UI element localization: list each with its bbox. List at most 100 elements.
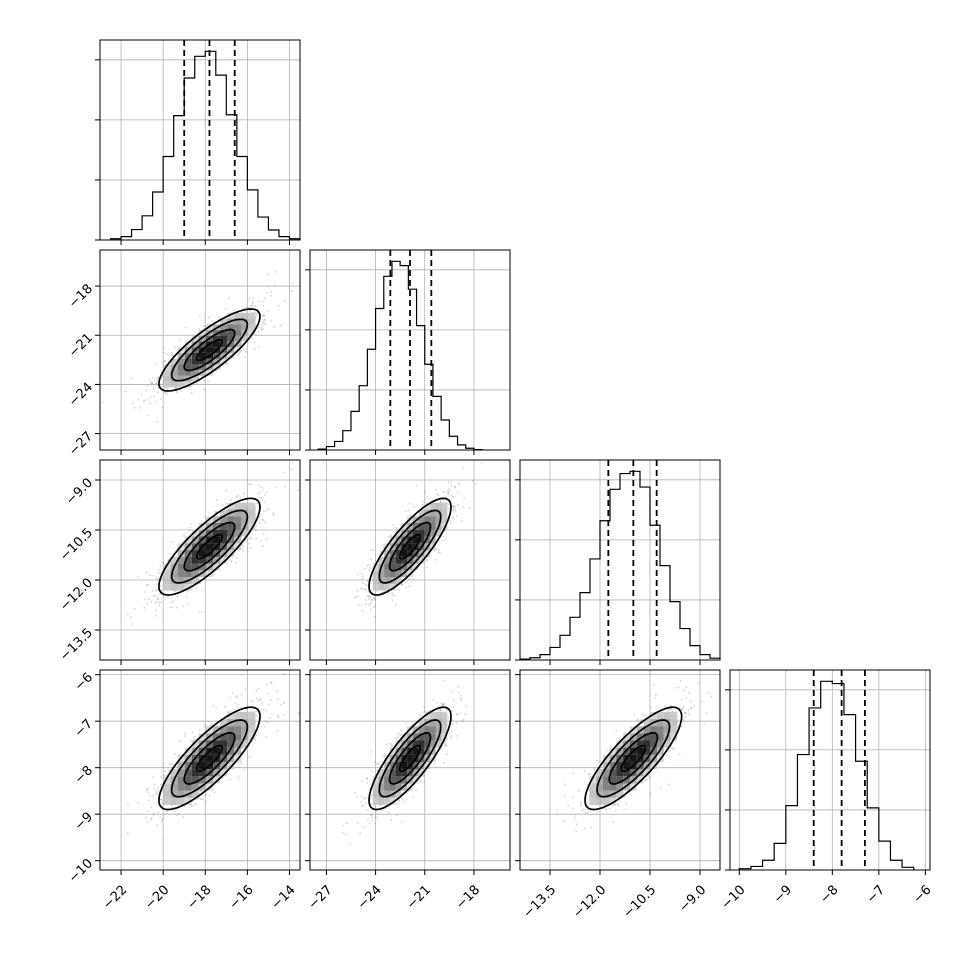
sample-point (283, 673, 285, 675)
sample-point (131, 623, 133, 625)
panel-4-1-content (126, 663, 300, 840)
sample-point (368, 563, 371, 566)
density-cell (177, 577, 185, 584)
density-cell (384, 570, 390, 578)
density-cell (220, 358, 228, 365)
sample-point (369, 567, 372, 569)
sample-point (256, 697, 258, 700)
sample-point (256, 312, 258, 315)
contour-level-4 (158, 308, 261, 392)
sample-point (269, 663, 271, 665)
sample-point (172, 600, 175, 603)
sample-point (171, 354, 174, 357)
sample-point (232, 308, 235, 311)
sample-point (155, 578, 158, 581)
density-cell (177, 761, 185, 770)
sample-point (146, 820, 149, 823)
density-cell (372, 563, 379, 571)
density-cell (163, 381, 171, 388)
sample-point (453, 506, 455, 509)
sample-point (264, 736, 267, 738)
density-cell (177, 797, 185, 805)
sample-point (447, 507, 450, 510)
sample-point (451, 690, 454, 693)
density-cell (213, 358, 221, 365)
density-cell (234, 324, 242, 330)
sample-point (240, 706, 243, 709)
sample-point (261, 314, 264, 317)
sample-point (146, 384, 149, 387)
density-cell (170, 790, 178, 798)
density-cell (227, 312, 235, 319)
sample-point (458, 483, 461, 486)
sample-point (440, 747, 443, 750)
sample-point (158, 604, 161, 606)
density-cell (234, 341, 242, 348)
sample-point (255, 537, 258, 540)
sample-point (248, 542, 250, 545)
sample-point (159, 398, 162, 401)
sample-point (267, 273, 270, 276)
sample-point (146, 583, 148, 586)
hist-panel-2 (305, 249, 511, 451)
sample-point (174, 590, 177, 593)
sample-point (298, 712, 300, 714)
sample-point (356, 589, 359, 592)
density-cell (234, 329, 242, 336)
density-cell (430, 536, 436, 544)
density-cell (170, 577, 178, 584)
sample-point (367, 603, 370, 606)
sample-point (266, 721, 269, 724)
sample-point (149, 396, 152, 398)
sample-point (394, 526, 396, 529)
sample-point (374, 822, 377, 825)
sample-point (239, 497, 242, 500)
sample-point (240, 762, 243, 765)
density-cell (241, 711, 249, 719)
sample-point (365, 777, 368, 780)
sample-point (152, 387, 155, 390)
sample-point (155, 382, 157, 385)
density-cell (191, 375, 199, 382)
sample-point (155, 791, 158, 793)
density-cell (191, 529, 199, 537)
density-cell (184, 797, 192, 805)
density-cell (424, 529, 431, 537)
density-cell (177, 776, 185, 784)
sample-point (449, 494, 452, 497)
density-cell (198, 556, 206, 564)
sample-point (445, 744, 448, 747)
sample-point (150, 806, 153, 809)
sample-point (162, 763, 165, 766)
sample-point (155, 595, 157, 598)
sample-point (377, 761, 380, 764)
sample-point (158, 601, 160, 604)
sample-point (357, 573, 359, 576)
sample-point (249, 755, 252, 758)
sample-point (378, 554, 380, 557)
density-cell (191, 761, 199, 770)
sample-point (387, 535, 390, 538)
sample-point (367, 595, 370, 597)
sample-point (245, 350, 247, 353)
sample-point (271, 713, 274, 716)
sample-point (183, 534, 185, 537)
panel-3-2-content (354, 461, 483, 618)
density-cell (213, 335, 221, 342)
sample-point (228, 778, 231, 781)
sample-point (160, 601, 162, 604)
sample-point (177, 596, 180, 598)
sample-point (207, 316, 210, 319)
density-cell (163, 375, 171, 382)
density-cell (227, 522, 235, 530)
sample-point (224, 307, 227, 310)
sample-point (370, 598, 373, 601)
density-cell (424, 550, 431, 557)
sample-point (161, 561, 164, 564)
density-cell (205, 543, 214, 551)
sample-point (357, 821, 359, 824)
sample-point (360, 795, 363, 798)
sample-point (190, 391, 193, 394)
density-cell (191, 550, 199, 557)
